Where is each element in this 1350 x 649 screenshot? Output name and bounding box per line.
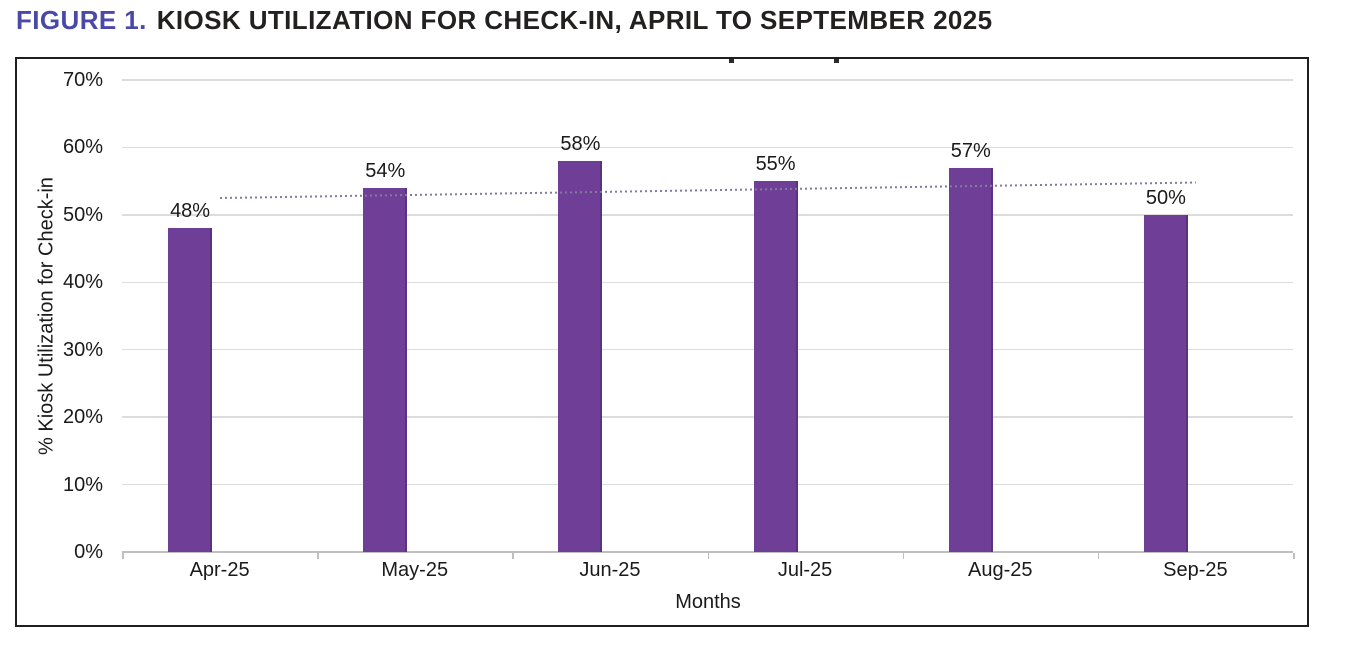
y-tick-label: 70%: [62, 69, 103, 91]
clipped-title-fragment: [834, 59, 839, 63]
x-tick-label: May-25: [381, 559, 449, 581]
bar: [558, 160, 603, 552]
y-tick-label: 40%: [62, 271, 103, 294]
bar: [1143, 214, 1188, 552]
y-tick-label: 60%: [62, 136, 103, 159]
bar-value-label: 54%: [365, 159, 406, 182]
x-axis-title: Months: [675, 591, 741, 613]
bar: [948, 167, 993, 552]
bar-value-label: 57%: [950, 139, 991, 162]
clipped-title-fragment: [729, 59, 734, 63]
y-tick-label: 20%: [62, 406, 103, 429]
x-axis-tick: [1097, 553, 1100, 559]
x-tick-label: Jun-25: [579, 559, 641, 581]
y-tick-label: 50%: [62, 203, 103, 226]
gridline: [122, 348, 1293, 351]
x-tick-label: Sep-25: [1163, 559, 1228, 581]
bar-value-label: 55%: [755, 153, 796, 176]
bar-value-label: 48%: [170, 200, 211, 223]
x-axis-line: [122, 551, 1293, 553]
x-axis-tick: [1293, 553, 1295, 559]
x-axis-tick: [707, 553, 709, 559]
gridline: [122, 483, 1293, 486]
figure-number-label: FIGURE 1.: [16, 5, 147, 35]
x-tick-label: Apr-25: [189, 559, 250, 581]
bar: [363, 187, 408, 552]
x-axis-tick: [122, 553, 124, 559]
y-tick-label: 10%: [62, 473, 103, 496]
y-tick-label: 30%: [62, 338, 103, 361]
gridline: [122, 146, 1293, 149]
x-axis-tick: [512, 553, 514, 559]
figure-title: KIOSK UTILIZATION FOR CHECK-IN, APRIL TO…: [156, 5, 993, 35]
x-axis-tick: [317, 553, 319, 559]
figure-header: FIGURE 1. KIOSK UTILIZATION FOR CHECK-IN,…: [16, 5, 993, 36]
x-tick-label: Jul-25: [777, 559, 833, 581]
bar-value-label: 50%: [1145, 186, 1186, 209]
chart-frame: [15, 57, 1309, 627]
y-tick-label: 0%: [74, 541, 103, 563]
bar: [168, 228, 213, 552]
gridline: [122, 79, 1293, 81]
bar-value-label: 58%: [560, 132, 601, 155]
gridline: [122, 281, 1293, 284]
bar: [753, 181, 798, 552]
x-axis-tick: [902, 553, 905, 559]
x-tick-label: Aug-25: [968, 559, 1033, 581]
gridline: [122, 214, 1293, 216]
gridline: [122, 416, 1293, 418]
